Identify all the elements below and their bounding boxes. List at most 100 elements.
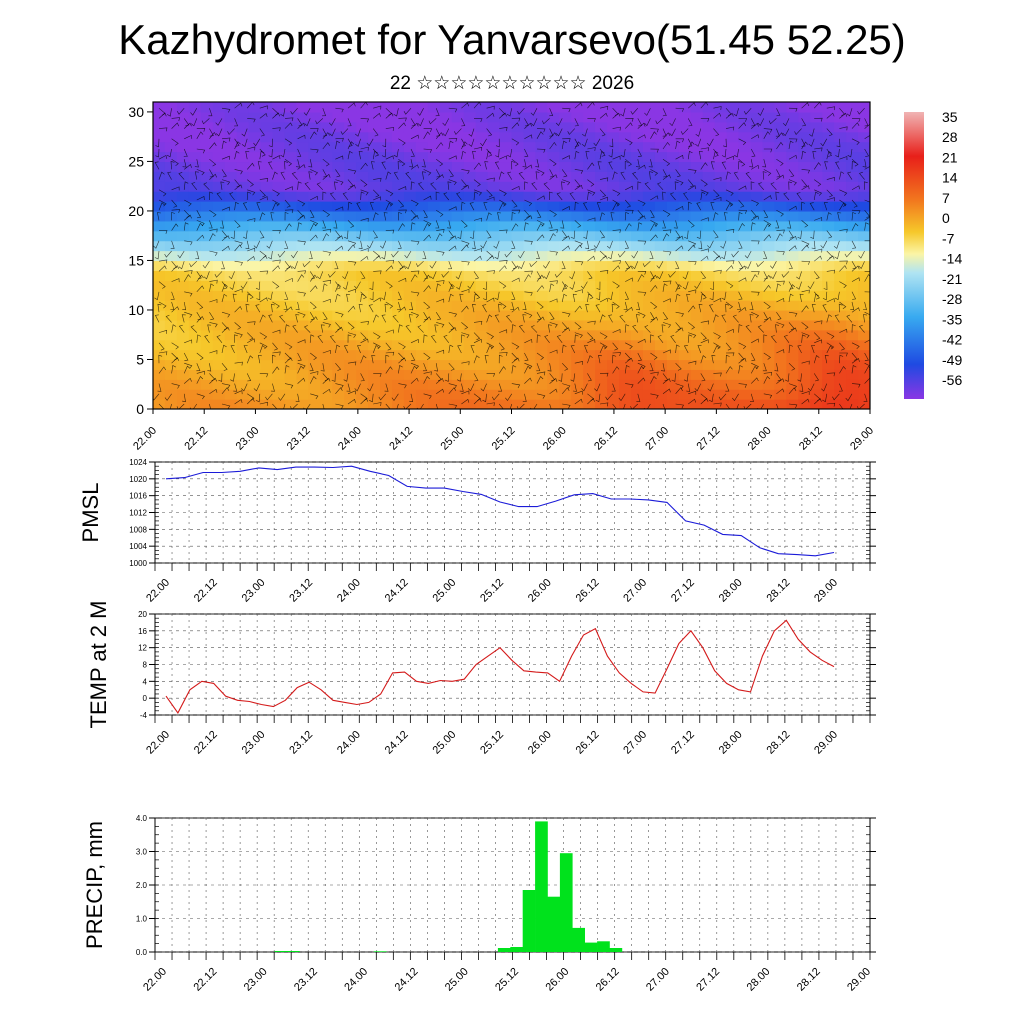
x-tick-label: 25.00: [443, 966, 471, 994]
heatmap-cell: [332, 319, 345, 331]
heatmap-cell: [822, 181, 835, 192]
wind-barb: [509, 403, 513, 409]
wind-barb: [486, 297, 495, 303]
wind-barb: [561, 140, 567, 150]
heatmap-cell: [786, 280, 799, 291]
wind-barb: [196, 274, 204, 282]
heatmap-cell: [750, 399, 764, 409]
heatmap-cell: [403, 280, 417, 291]
wind-barb: [662, 403, 666, 409]
wind-barb: [423, 393, 432, 399]
heatmap-cell: [750, 369, 764, 380]
heatmap-cell: [774, 250, 787, 262]
wind-barb: [499, 260, 508, 264]
wind-barb: [750, 274, 758, 282]
heatmap-cell: [786, 399, 799, 409]
wind-barb: [259, 297, 268, 303]
heatmap-cell: [212, 102, 226, 113]
wind-barb: [381, 148, 387, 158]
wind-barb: [473, 291, 481, 300]
wind-barb: [283, 403, 286, 409]
wind-barb: [436, 322, 445, 328]
heatmap-cell: [344, 270, 357, 281]
wind-barb: [574, 118, 579, 127]
heatmap-cell: [356, 250, 369, 262]
wind-barb: [662, 283, 668, 292]
x-tick-label: 28.00: [717, 729, 745, 757]
wind-barb: [725, 354, 730, 364]
wind-barb: [574, 390, 583, 395]
heatmap-cell: [439, 359, 453, 370]
wind-barb: [536, 234, 545, 242]
heatmap-cell: [559, 250, 572, 262]
y-tick-label: 10: [128, 302, 144, 318]
heatmap-cell: [846, 171, 859, 182]
wind-barb: [675, 387, 683, 394]
heatmap-cell: [164, 300, 178, 311]
wind-barb: [511, 365, 517, 374]
wind-barb: [574, 334, 579, 343]
heatmap-cell: [403, 181, 417, 192]
wind-barb: [624, 265, 633, 272]
heatmap-cell: [499, 161, 513, 172]
heatmap-cell: [320, 399, 333, 409]
heatmap-cell: [224, 131, 238, 143]
wind-barb: [796, 281, 802, 290]
wind-barb: [675, 245, 684, 252]
wind-barb: [333, 220, 338, 229]
wind-barb: [443, 192, 450, 201]
heatmap-cell: [690, 230, 704, 242]
wind-barb: [272, 342, 278, 351]
heatmap-cell: [559, 399, 572, 409]
heatmap-cell: [332, 359, 345, 370]
wind-barb: [215, 118, 223, 126]
heatmap-cell: [356, 201, 369, 212]
wind-barb: [763, 131, 771, 139]
wind-barb: [221, 235, 230, 242]
wind-barb: [385, 107, 393, 116]
heatmap-cell: [762, 141, 775, 153]
heatmap-cell: [619, 280, 632, 291]
wind-barb: [839, 126, 848, 131]
wind-barb: [738, 118, 748, 122]
x-tick-label: 24.12: [393, 966, 421, 994]
wind-barb: [763, 195, 772, 201]
heatmap-cell: [559, 220, 572, 232]
x-tick-label: 25.00: [430, 729, 458, 757]
heatmap-cell: [607, 121, 620, 133]
heatmap-cell: [714, 191, 728, 202]
heatmap-cell: [356, 121, 369, 133]
heatmap-cell: [260, 369, 274, 380]
heatmap-cell: [547, 102, 560, 113]
wind-barb: [270, 212, 275, 221]
heatmap-cell: [846, 111, 859, 123]
heatmap-cell: [714, 260, 728, 271]
heatmap-cell: [642, 309, 656, 321]
wind-barb: [649, 363, 654, 372]
wind-barb: [164, 250, 172, 258]
heatmap-cell: [547, 181, 560, 192]
heatmap-cell: [403, 240, 417, 252]
heatmap-cell: [678, 399, 692, 409]
heatmap-cell: [511, 300, 525, 311]
heatmap-cell: [260, 280, 274, 291]
heatmap-cell: [583, 359, 596, 370]
heatmap-cell: [344, 240, 357, 252]
wind-barb: [822, 393, 828, 403]
wind-barb: [309, 375, 317, 384]
wind-barb: [864, 166, 870, 170]
heatmap-cell: [200, 151, 214, 163]
heatmap-cell: [786, 161, 799, 172]
heatmap-cell: [308, 161, 321, 172]
heatmap-cell: [738, 240, 752, 252]
heatmap-cell: [726, 260, 740, 271]
heatmap-cell: [642, 339, 656, 351]
wind-barb: [713, 250, 720, 259]
heatmap-cell: [846, 250, 859, 262]
wind-barb: [410, 215, 419, 221]
heatmap-cell: [248, 389, 262, 400]
heatmap-cell: [798, 240, 811, 252]
heatmap-cell: [535, 260, 548, 271]
wind-barb: [171, 199, 178, 208]
wind-barb: [612, 229, 621, 234]
